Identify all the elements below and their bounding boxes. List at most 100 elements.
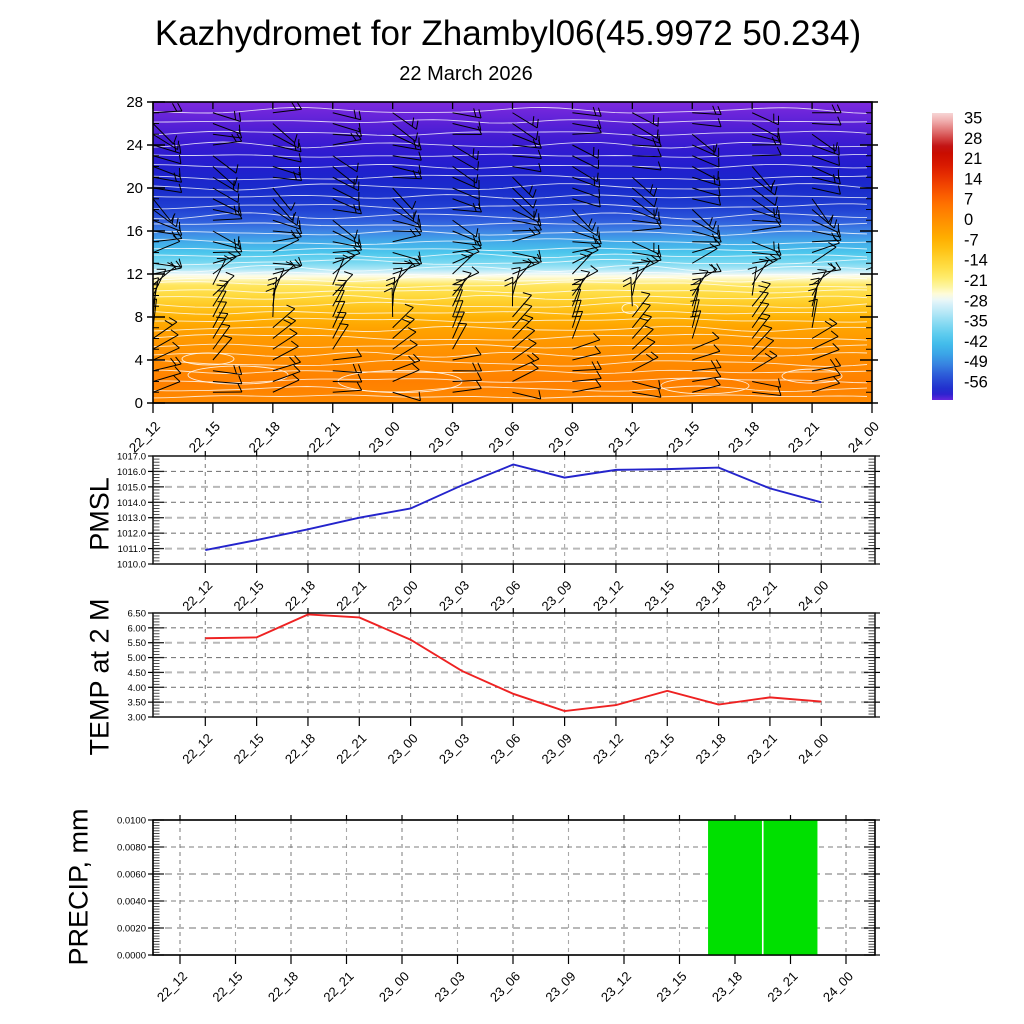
colorbar-tick-label: 0	[964, 211, 973, 229]
temp-axis-title: TEMP at 2 M	[84, 598, 115, 756]
time-tick-label: 23_12	[590, 578, 626, 614]
time-tick-label: 22_21	[333, 578, 369, 614]
temp-line	[205, 613, 822, 713]
cross-section-y-axis: 0 4 8 12 16 20 24 28	[126, 94, 878, 412]
colorbar-tick-label: -7	[964, 231, 979, 249]
time-tick-label: 22_12	[179, 578, 215, 614]
contour-lines	[153, 107, 868, 399]
time-tick-label: 23_09	[539, 731, 575, 767]
value-tick-label: 1015.0	[117, 482, 146, 493]
figure-subtitle: 22 March 2026	[399, 63, 533, 85]
time-tick-label: 23_06	[485, 419, 522, 456]
pmsl-panel-vgrid	[204, 456, 822, 564]
value-tick-label: 1010.0	[117, 560, 146, 571]
pmsl-line	[205, 463, 822, 552]
pmsl-panel: 1010.0 1011.0 1012.0 1013.0 1014.0 1015.0 1016…	[117, 451, 880, 614]
time-tick-label: 23_18	[709, 969, 745, 1005]
value-tick-label: 1011.0	[118, 544, 146, 555]
time-tick-label: 23_09	[542, 969, 578, 1005]
time-tick-label: 24_00	[820, 969, 856, 1005]
time-tick-label: 23_12	[605, 419, 642, 456]
value-tick-label: 1017.0	[117, 452, 146, 463]
height-tick-label: 20	[126, 180, 143, 197]
time-tick-label: 23_18	[725, 419, 762, 456]
height-tick-label: 12	[126, 266, 143, 283]
colorbar-tick-label: -21	[964, 272, 988, 290]
value-tick-label: 1013.0	[117, 513, 146, 524]
colorbar-tick-label: 21	[964, 150, 982, 168]
precip-bars	[708, 820, 818, 955]
value-tick-label: 5.00	[128, 653, 147, 664]
time-tick-label: 24_00	[795, 731, 831, 767]
value-tick-label: 1012.0	[117, 529, 146, 540]
time-tick-label: 22_15	[231, 731, 267, 767]
time-tick-label: 23_21	[744, 731, 780, 767]
time-tick-label: 23_09	[539, 578, 575, 614]
colorbar-tick-label: 14	[964, 170, 982, 188]
time-tick-label: 22_15	[231, 578, 267, 614]
time-tick-label: 23_12	[598, 969, 634, 1005]
precip-bar	[708, 820, 762, 955]
colorbar-tick-label: -56	[964, 374, 988, 392]
time-tick-label: 23_03	[426, 419, 463, 456]
time-tick-label: 23_21	[785, 419, 822, 456]
colorbar-tick-label: -14	[964, 252, 988, 270]
temp-panel-hgrid	[153, 627, 875, 704]
value-tick-label: 0.0100	[117, 816, 146, 827]
temp-panel: 3.00 3.50 4.00 4.50 5.00 5.50 6.00 6.50 22_12 22_…	[128, 608, 880, 767]
time-tick-label: 23_15	[641, 578, 677, 614]
time-tick-label: 22_18	[282, 578, 318, 614]
time-tick-label: 22_18	[265, 969, 301, 1005]
time-tick-label: 23_18	[693, 731, 729, 767]
value-tick-label: 0.0040	[117, 897, 146, 908]
height-tick-label: 8	[135, 309, 143, 326]
pmsl-panel-hgrid	[153, 470, 875, 550]
time-tick-label: 23_06	[487, 969, 523, 1005]
height-tick-label: 24	[126, 137, 143, 154]
value-tick-label: 1016.0	[117, 467, 146, 478]
time-tick-label: 23_21	[744, 578, 780, 614]
height-tick-label: 28	[126, 94, 143, 111]
wind-barbs	[153, 102, 872, 402]
time-tick-label: 23_00	[385, 578, 421, 614]
time-tick-label: 22_12	[179, 731, 215, 767]
colorbar: 35 28 21 14 7 0 -7 -14 -21 -28 -35 -42 -49 -56	[932, 110, 988, 400]
time-tick-label: 24_00	[795, 578, 831, 614]
pmsl-axis-title: PMSL	[84, 477, 115, 551]
time-tick-label: 23_03	[436, 731, 472, 767]
height-tick-label: 4	[135, 352, 143, 369]
pmsl-panel-y-axis: 1010.0 1011.0 1012.0 1013.0 1014.0 1015.0 1016…	[117, 452, 880, 571]
time-tick-label: 22_21	[333, 731, 369, 767]
colorbar-tick-label: -35	[964, 313, 988, 331]
value-tick-label: 5.50	[128, 638, 147, 649]
precip-axis-title: PRECIP, mm	[63, 808, 94, 966]
time-tick-label: 23_06	[487, 578, 523, 614]
colorbar-tick-label: -28	[964, 292, 988, 310]
time-tick-label: 22_21	[320, 969, 356, 1005]
precip-panel: 0.0000 0.0020 0.0040 0.0060 0.0080 0.0100 22_1…	[117, 815, 880, 1005]
time-tick-label: 22_15	[186, 419, 223, 456]
value-tick-label: 3.50	[128, 698, 147, 709]
colorbar-tick-label: 35	[964, 110, 982, 128]
value-tick-label: 0.0020	[117, 924, 146, 935]
time-tick-label: 23_09	[545, 419, 582, 456]
value-tick-label: 0.0080	[117, 843, 146, 854]
time-tick-label: 23_00	[385, 731, 421, 767]
height-tick-label: 0	[135, 395, 143, 412]
time-tick-label: 23_00	[366, 419, 403, 456]
value-tick-label: 4.00	[128, 683, 147, 694]
time-tick-label: 22_18	[246, 419, 283, 456]
value-tick-label: 4.50	[128, 668, 147, 679]
cross-section-panel: 0 4 8 12 16 20 24 28 22_12 22_15 22_18 22_21 23_00 23…	[126, 94, 882, 456]
value-tick-label: 6.50	[128, 609, 147, 620]
time-tick-label: 23_00	[376, 969, 412, 1005]
value-tick-label: 0.0000	[117, 951, 146, 962]
time-tick-label: 23_21	[764, 969, 800, 1005]
time-tick-label: 22_12	[154, 969, 190, 1005]
time-tick-label: 23_06	[487, 731, 523, 767]
colorbar-tick-label: -42	[964, 333, 988, 351]
value-tick-label: 3.00	[128, 713, 147, 724]
temp-panel-vgrid	[204, 613, 822, 717]
